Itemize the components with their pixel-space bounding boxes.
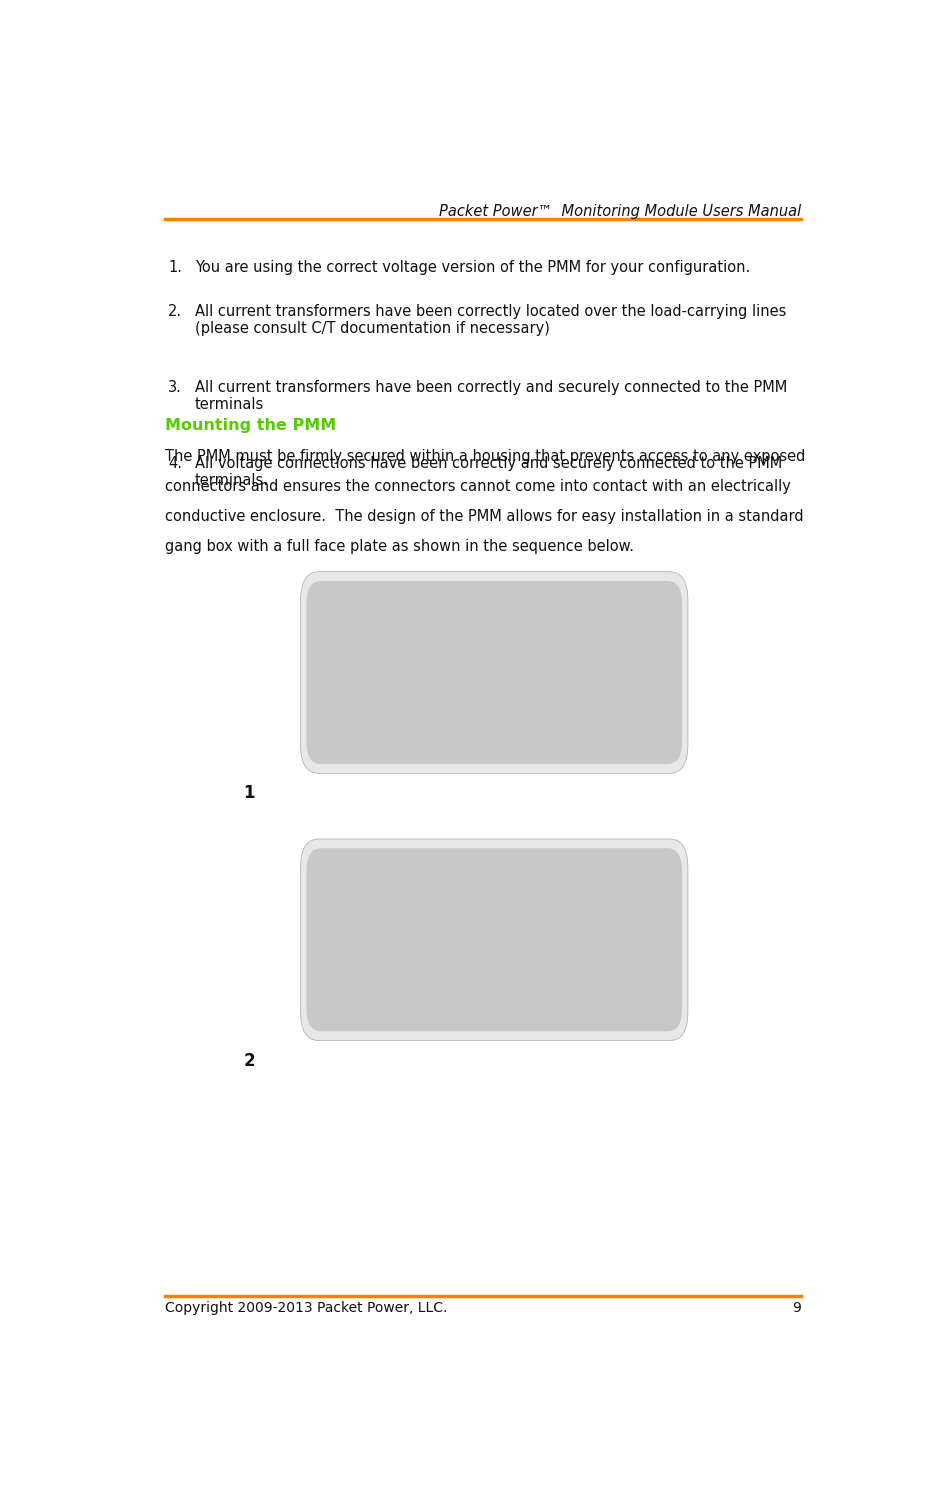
Text: All voltage connections have been correctly and securely connected to the PMM
te: All voltage connections have been correc… [194, 456, 782, 488]
Text: All current transformers have been correctly located over the load-carrying line: All current transformers have been corre… [194, 304, 786, 337]
FancyBboxPatch shape [301, 839, 688, 1041]
Text: 3.: 3. [168, 380, 182, 395]
Text: conductive enclosure.  The design of the PMM allows for easy installation in a s: conductive enclosure. The design of the … [165, 509, 804, 524]
FancyBboxPatch shape [301, 571, 688, 773]
Text: 1: 1 [243, 784, 255, 802]
Text: gang box with a full face plate as shown in the sequence below.: gang box with a full face plate as shown… [165, 539, 635, 554]
Text: 4.: 4. [168, 456, 182, 471]
Text: You are using the correct voltage version of the PMM for your configuration.: You are using the correct voltage versio… [194, 260, 750, 275]
FancyBboxPatch shape [306, 848, 682, 1031]
Text: All current transformers have been correctly and securely connected to the PMM
t: All current transformers have been corre… [194, 380, 786, 413]
Text: Copyright 2009-2013 Packet Power, LLC.: Copyright 2009-2013 Packet Power, LLC. [165, 1302, 448, 1315]
Text: 1.: 1. [168, 260, 182, 275]
Text: 2.: 2. [168, 304, 182, 319]
Text: connectors and ensures the connectors cannot come into contact with an electrica: connectors and ensures the connectors ca… [165, 479, 791, 494]
Text: 9: 9 [792, 1302, 802, 1315]
Text: The PMM must be firmly secured within a housing that prevents access to any expo: The PMM must be firmly secured within a … [165, 449, 805, 464]
Text: Mounting the PMM: Mounting the PMM [165, 417, 337, 432]
FancyBboxPatch shape [306, 580, 682, 764]
Text: Packet Power™  Monitoring Module Users Manual: Packet Power™ Monitoring Module Users Ma… [438, 203, 802, 218]
Text: 2: 2 [243, 1052, 256, 1070]
